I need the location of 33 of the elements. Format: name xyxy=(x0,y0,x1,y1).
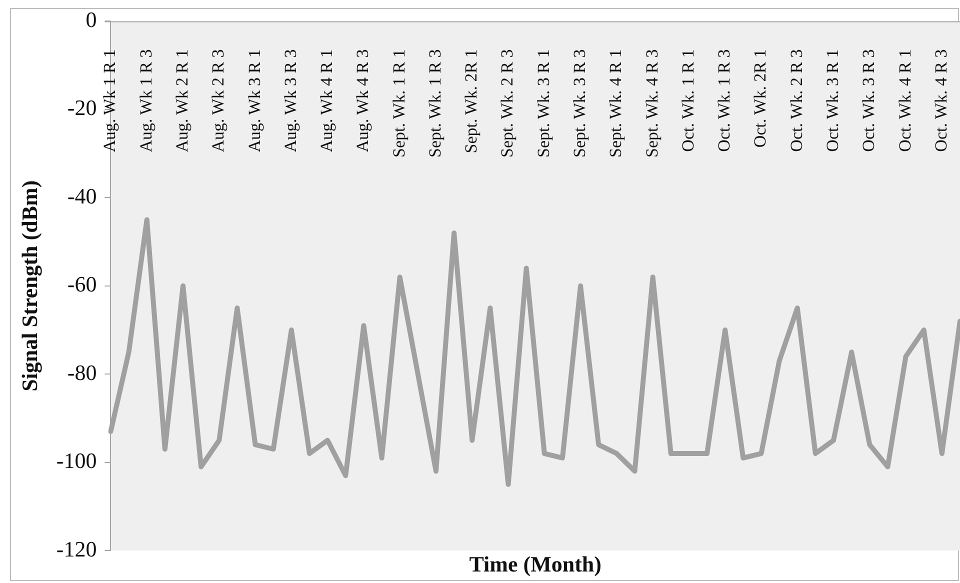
y-tick-label: 0 xyxy=(86,6,97,32)
x-tick-label: Sept. Wk. 3 R 3 xyxy=(570,49,590,158)
y-axis-title: Signal Strength (dBm) xyxy=(16,180,42,392)
x-tick-label: Aug. Wk 2 R 1 xyxy=(172,49,192,152)
x-tick-label: Sept. Wk. 3 R 1 xyxy=(534,49,553,158)
x-tick-label: Oct. Wk. 4 R 1 xyxy=(895,49,914,152)
x-tick-label: Oct. Wk. 3 R 3 xyxy=(859,49,878,152)
x-tick-label: Aug. Wk 3 R 1 xyxy=(244,49,264,152)
x-tick-label: Aug. Wk 4 R 3 xyxy=(353,49,372,152)
x-tick-label: Aug. Wk 4 R 1 xyxy=(317,49,336,152)
x-tick-label: Sept. Wk. 2 R 3 xyxy=(498,49,517,158)
y-tick-label: -40 xyxy=(67,183,97,208)
y-tick-label: -80 xyxy=(67,360,97,385)
x-tick-label: Sept. Wk. 1 R 3 xyxy=(425,49,444,158)
x-tick-label: Oct. Wk. 1 R 3 xyxy=(714,49,734,152)
x-tick-label: Oct. Wk. 3 R 1 xyxy=(822,49,842,152)
x-tick-label: Sept. Wk. 1 R 1 xyxy=(389,49,408,158)
x-tick-label: Sept. Wk. 4 R 1 xyxy=(606,49,626,158)
x-tick-label: Aug. Wk 3 R 3 xyxy=(280,49,300,152)
y-tick-label: -60 xyxy=(67,272,97,297)
y-tick-label: -100 xyxy=(56,448,97,474)
x-tick-label: Oct. Wk. 4 R 3 xyxy=(931,49,950,152)
x-tick-label: Aug. Wk 1 R 1 xyxy=(100,49,120,152)
x-tick-label: Oct. Wk. 2R 1 xyxy=(750,49,770,148)
y-tick-label: -120 xyxy=(56,536,97,562)
y-tick-label: -20 xyxy=(67,95,97,120)
x-axis-title: Time (Month) xyxy=(469,551,602,576)
x-tick-label: Aug. Wk 2 R 3 xyxy=(208,49,228,152)
x-tick-label: Sept. Wk. 4 R 3 xyxy=(642,49,662,158)
x-tick-label: Oct. Wk. 2 R 3 xyxy=(786,49,806,152)
x-tick-label: Aug. Wk 1 R 3 xyxy=(136,49,156,152)
x-tick-label: Sept. Wk. 2R 1 xyxy=(462,49,481,154)
x-tick-label: Oct. Wk. 1 R 1 xyxy=(678,49,698,152)
